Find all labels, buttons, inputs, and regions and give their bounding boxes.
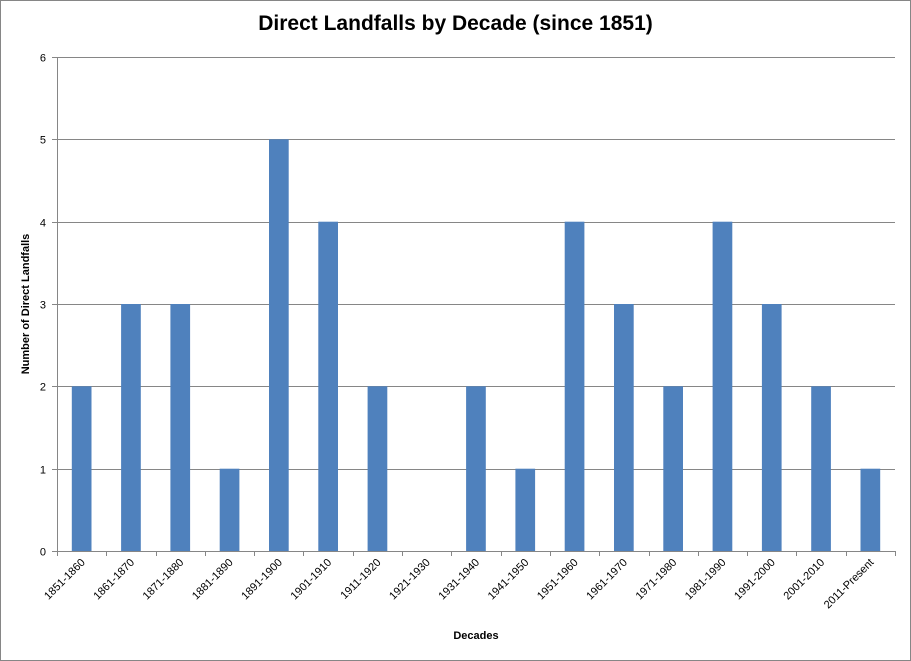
x-tick-label: 1871-1880 [141,557,187,603]
x-tick-label: 1901-1910 [289,557,335,603]
y-tick-label: 6 [40,53,46,65]
bar [712,221,733,551]
y-tick-label: 4 [40,218,46,230]
x-tick-label: 1961-1970 [584,557,630,603]
bar [170,304,191,551]
bar [614,304,634,551]
bar [860,468,881,551]
bar [811,386,831,551]
x-tick-label: 1891-1900 [239,557,285,603]
bar [515,468,536,551]
x-tick-labels: 1851-1860 1861-1870 1871-1880 1881-1890 1891… [42,557,876,612]
y-tick-label: 0 [40,547,46,559]
x-tick-label: 1851-1860 [42,557,88,603]
bars [71,139,881,552]
bar [564,221,585,551]
bar [269,139,289,552]
chart-title: Direct Landfalls by Decade (since 1851) [258,12,653,35]
x-tick-label: 2011-Present [822,557,877,612]
x-tick-label: 1981-1990 [683,557,729,603]
x-tick-label: 1941-1950 [486,557,532,603]
axes [52,57,896,556]
x-tick-label: 1931-1940 [436,557,482,603]
bar [663,386,683,551]
y-tick-label: 3 [40,300,46,312]
y-tick-label: 2 [40,382,46,394]
y-tick-label: 5 [40,135,46,147]
y-tick-label: 1 [40,465,46,477]
x-tick-label: 1991-2000 [732,557,778,603]
y-tick-labels: 0 1 2 3 4 5 6 [40,53,46,559]
x-tick-label: 1861-1870 [91,557,137,603]
bar [121,304,141,551]
x-tick-label: 1921-1930 [387,557,433,603]
bar [367,386,388,551]
x-tick-label: 1911-1920 [338,557,383,602]
x-tick-label: 1951-1960 [535,557,581,603]
x-tick-label: 2001-2010 [781,557,827,603]
x-tick-label: 1881-1890 [190,557,236,603]
x-axis-title: Decades [453,630,498,642]
y-axis-title: Number of Direct Landfalls [20,234,32,375]
bar [761,304,782,551]
bar [219,468,240,551]
bar [71,386,92,551]
bar [318,221,338,551]
x-tick-label: 1971-1980 [634,557,680,603]
bar [466,386,486,551]
